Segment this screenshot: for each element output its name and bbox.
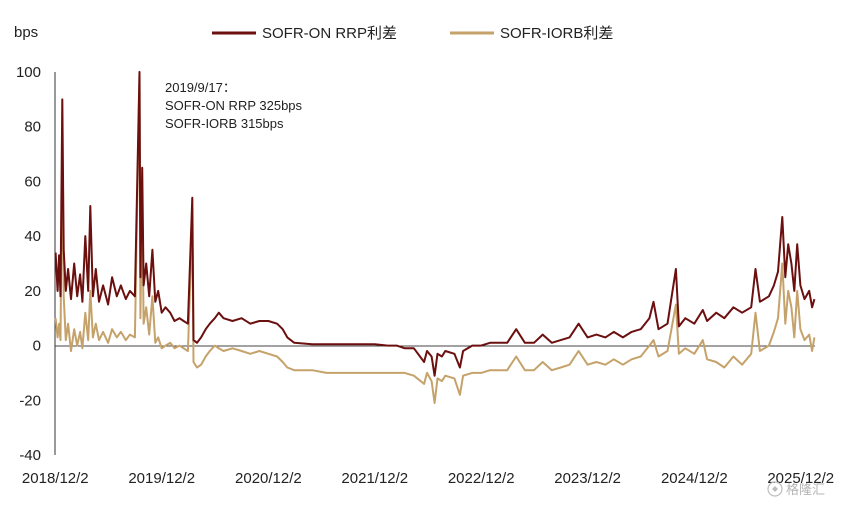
- annotation-line-1: 2019/9/17：: [165, 80, 236, 95]
- series-line-sofr-iorb: [54, 71, 816, 404]
- y-tick-label: 100: [16, 64, 41, 81]
- y-tick-label: 40: [24, 228, 41, 245]
- legend-label-sofr-on-rrp: SOFR-ON RRP利差: [262, 25, 397, 42]
- legend: SOFR-ON RRP利差 SOFR-IORB利差: [212, 25, 613, 42]
- watermark-text: 格隆汇: [786, 482, 825, 497]
- x-tick-label: 2020/12/2: [235, 470, 302, 487]
- watermark-logo-icon: [767, 481, 783, 497]
- y-tick-label: 80: [24, 119, 41, 136]
- series-line-sofr-on-rrp: [54, 71, 816, 377]
- x-tick-label: 2021/12/2: [341, 470, 408, 487]
- series-layer: [54, 71, 816, 404]
- y-tick-label: -20: [19, 392, 41, 409]
- y-tick-label: 60: [24, 173, 41, 190]
- y-tick-labels: 100 80 60 40 20 0 -20 -40: [16, 64, 41, 464]
- y-tick-label: 0: [33, 338, 41, 355]
- annotation: 2019/9/17： SOFR-ON RRP 325bps SOFR-IORB …: [165, 80, 303, 131]
- legend-label-sofr-iorb: SOFR-IORB利差: [500, 25, 613, 42]
- y-tick-label: 20: [24, 283, 41, 300]
- x-tick-label: 2023/12/2: [554, 470, 621, 487]
- x-tick-labels: 2018/12/2 2019/12/2 2020/12/2 2021/12/2 2022…: [22, 470, 834, 487]
- watermark: 格隆汇: [767, 481, 825, 497]
- annotation-line-3: SOFR-IORB 315bps: [165, 116, 284, 131]
- x-tick-label: 2019/12/2: [128, 470, 195, 487]
- x-tick-label: 2024/12/2: [661, 470, 728, 487]
- y-unit-label: bps: [14, 24, 38, 41]
- annotation-line-2: SOFR-ON RRP 325bps: [165, 98, 303, 113]
- y-tick-label: -40: [19, 447, 41, 464]
- x-tick-label: 2025/12/2: [767, 470, 834, 487]
- x-tick-label: 2022/12/2: [448, 470, 515, 487]
- x-tick-label: 2018/12/2: [22, 470, 89, 487]
